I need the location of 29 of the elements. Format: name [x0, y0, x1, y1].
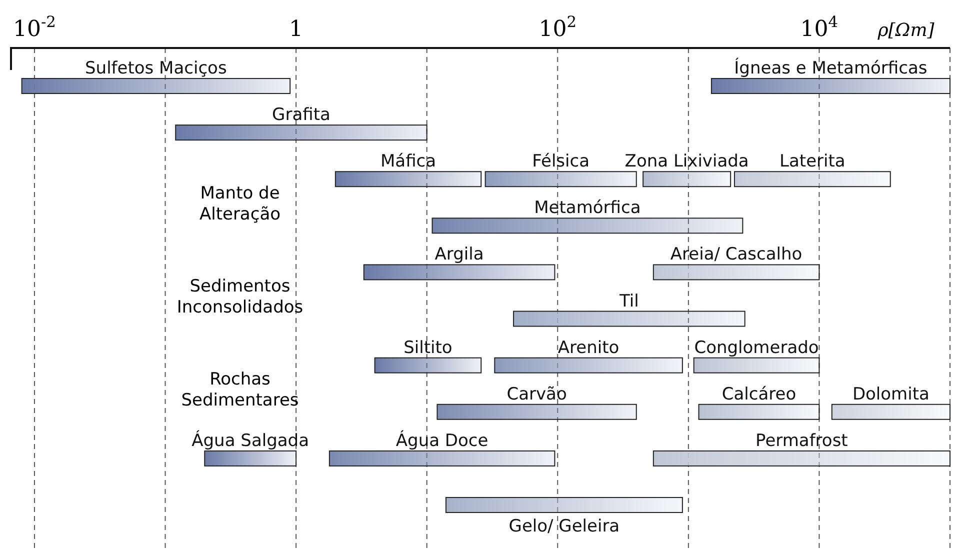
- annotation: Sedimentos Inconsolidados: [176, 276, 304, 318]
- series-label: Dolomita: [852, 384, 930, 404]
- series-label: Conglomerado: [694, 338, 819, 358]
- series-label: Água Doce: [396, 430, 488, 451]
- series-label: Grafita: [272, 105, 330, 126]
- x-axis-title: ρ[Ωm]: [876, 20, 936, 41]
- series-label: Areia/ Cascalho: [670, 244, 802, 265]
- x-tick-label: 1: [289, 17, 304, 42]
- series-label: Arenito: [558, 338, 620, 358]
- series-label: Argila: [434, 244, 484, 265]
- annotation: Manto de Alteração: [199, 183, 281, 224]
- annotation: Rochas Sedimentares: [181, 370, 299, 411]
- series-label: Permafrost: [756, 430, 848, 451]
- series-label: Calcáreo: [722, 384, 796, 404]
- series-label: Carvão: [506, 384, 567, 404]
- series-label: Sulfetos Maciços: [85, 58, 227, 78]
- series-label: Til: [618, 291, 639, 312]
- series-label: Siltito: [404, 338, 452, 358]
- series-label: Máfica: [380, 152, 436, 172]
- series-label: Ígneas e Metamórficas: [734, 58, 928, 78]
- series-label: Félsica: [532, 152, 590, 172]
- series-label: Zona Lixiviada: [624, 152, 749, 172]
- series-label: Gelo/ Geleira: [508, 516, 620, 536]
- series-label: Água Salgada: [192, 430, 310, 451]
- x-tick-label: 10$^{2}$: [538, 13, 577, 42]
- x-tick-label: 10$^{-2}$: [12, 13, 56, 42]
- series-label: Laterita: [780, 152, 846, 172]
- series-label: Metamórfica: [534, 198, 641, 218]
- x-tick-label: 10$^{4}$: [800, 13, 838, 42]
